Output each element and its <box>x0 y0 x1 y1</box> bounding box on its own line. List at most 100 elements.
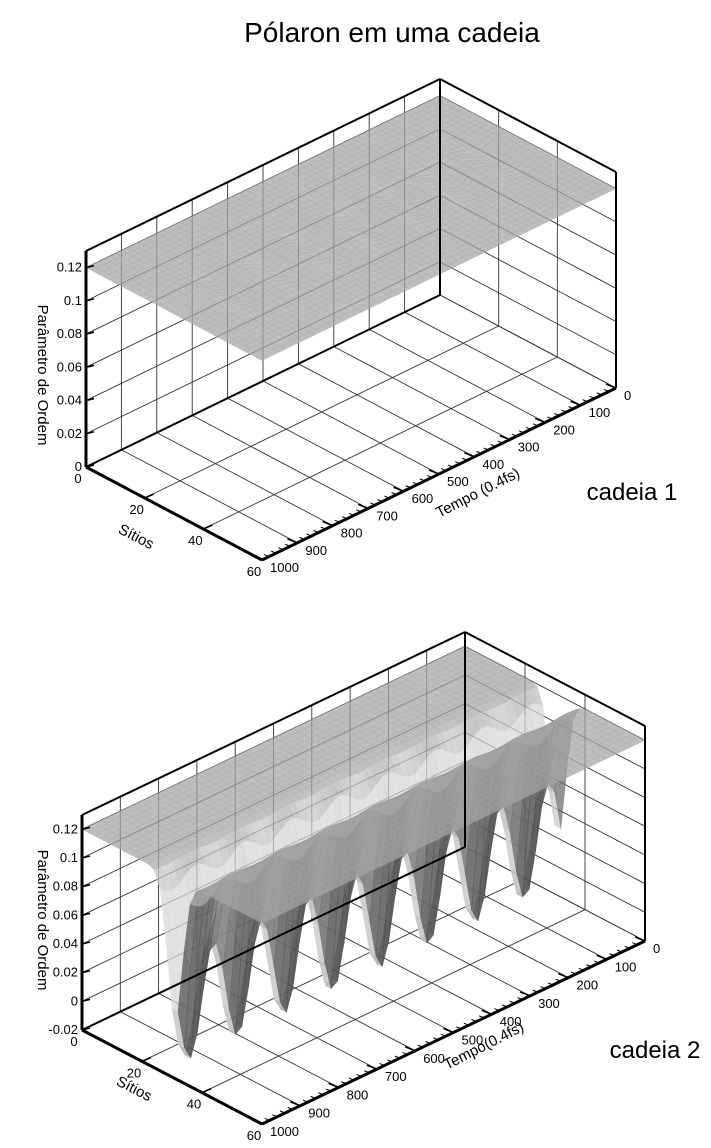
time-minor-tick <box>561 409 567 413</box>
z-tick <box>85 331 95 335</box>
z-tick-label: 0.06 <box>57 359 82 374</box>
grid-line <box>156 432 334 526</box>
grid-line <box>201 909 586 1094</box>
z-tick-label: 0.1 <box>60 850 78 865</box>
time-minor-tick <box>554 413 560 416</box>
time-tick <box>251 555 263 561</box>
sites-axis-line <box>85 465 263 562</box>
time-minor-tick <box>355 509 362 513</box>
surface-patch <box>255 354 269 361</box>
box-edge <box>85 294 441 468</box>
z-tick-label: 0.04 <box>57 393 82 408</box>
time-minor-tick <box>547 416 553 420</box>
time-minor-tick <box>391 492 397 496</box>
time-tick-label: 800 <box>347 1087 369 1102</box>
time-minor-tick <box>334 519 341 523</box>
time-minor-tick <box>299 536 305 540</box>
grid-line <box>426 864 607 960</box>
time-tick-label: 1000 <box>270 560 299 575</box>
time-tick <box>322 520 334 527</box>
time-tick <box>534 417 546 424</box>
z-tick <box>85 264 95 269</box>
sites-tick <box>141 1056 152 1063</box>
z-tick-label: 0.06 <box>53 907 78 922</box>
figure-title: Pólaron em uma cadeia <box>244 17 540 48</box>
grid-line <box>464 846 646 942</box>
time-tick <box>357 503 369 510</box>
time-minor-tick <box>426 474 433 478</box>
time-tick <box>443 1027 454 1034</box>
time-minor-tick <box>440 468 447 472</box>
time-tick <box>605 383 617 389</box>
grid-line <box>298 363 475 458</box>
time-minor-tick <box>348 512 355 516</box>
time-minor-tick <box>518 430 525 434</box>
grid-line <box>191 415 369 509</box>
time-minor-tick <box>490 444 496 447</box>
panel-label: cadeia 2 <box>610 1037 701 1064</box>
axis-box <box>85 78 617 468</box>
time-minor-tick <box>511 433 518 437</box>
time-tick-label: 100 <box>615 959 637 974</box>
time-minor-tick <box>483 447 489 451</box>
time-tick-label: 0 <box>653 941 660 956</box>
grid-line <box>144 325 499 499</box>
surface <box>81 646 646 1059</box>
time-tick <box>634 936 646 942</box>
time-tick-label: 200 <box>576 978 598 993</box>
time-tick <box>481 1009 493 1015</box>
z-tick-label: 0.12 <box>53 821 78 836</box>
time-minor-tick <box>603 388 610 392</box>
box-edge <box>85 78 441 252</box>
time-tick-label: 200 <box>553 422 575 437</box>
z-tick <box>85 430 95 435</box>
time-minor-tick <box>568 406 574 410</box>
time-tick-label: 700 <box>385 1069 407 1084</box>
time-minor-tick <box>270 550 277 554</box>
time-minor-tick <box>370 502 376 506</box>
z-tick-label: 0.02 <box>57 426 82 441</box>
time-tick <box>519 991 531 997</box>
z-tick-label: 0.12 <box>57 260 82 275</box>
time-minor-tick <box>320 526 326 530</box>
time-tick-label: 400 <box>482 457 504 472</box>
time-tick <box>499 434 511 441</box>
grid-line <box>234 956 416 1052</box>
time-tick <box>404 1046 416 1052</box>
time-tick-label: 900 <box>308 1106 330 1121</box>
z-tick-label: 0.1 <box>64 293 82 308</box>
sites-tick-label: 40 <box>187 1097 201 1112</box>
time-minor-tick <box>532 423 539 427</box>
box-edge <box>439 78 617 173</box>
sites-tick <box>144 493 154 499</box>
z-tick-label: 0 <box>75 459 82 474</box>
sites-tick-label: 60 <box>247 1128 261 1143</box>
sites-tick-label: 40 <box>188 533 202 548</box>
time-tick <box>393 486 404 492</box>
time-tick <box>287 538 298 544</box>
grid-line <box>120 1011 301 1107</box>
time-minor-tick <box>462 457 468 461</box>
time-minor-tick <box>405 485 411 489</box>
time-tick <box>290 1100 301 1107</box>
z-tick-label: 0.04 <box>53 936 78 951</box>
time-minor-tick <box>419 478 426 482</box>
time-minor-tick <box>582 399 588 403</box>
grid-line <box>227 397 404 492</box>
time-tick <box>464 452 475 458</box>
time-tick-label: 1000 <box>270 1124 299 1139</box>
chart-panel-cadeia-1: 00.020.040.060.080.10.120204060010020030… <box>34 78 677 579</box>
z-tick-label: 0.08 <box>53 879 78 894</box>
time-tick-label: 800 <box>341 526 363 541</box>
time-tick-label: 500 <box>447 474 469 489</box>
time-minor-tick <box>384 495 390 499</box>
time-minor-tick <box>306 533 312 537</box>
time-tick <box>428 469 440 475</box>
sites-tick-label: 0 <box>70 1034 77 1049</box>
sites-tick <box>203 524 213 530</box>
time-minor-tick <box>377 499 383 502</box>
time-tick-label: 700 <box>376 508 398 523</box>
z-axis-title: Parâmetro de Ordem <box>34 305 51 446</box>
surface <box>85 95 617 361</box>
